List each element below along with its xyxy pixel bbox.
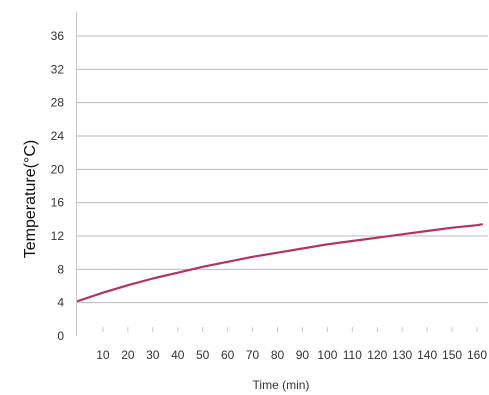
x-tick-label: 120 — [367, 348, 387, 362]
axes — [76, 12, 478, 336]
y-tick-label: 16 — [51, 196, 65, 210]
y-tick-label: 32 — [51, 62, 65, 76]
x-tick-label: 50 — [196, 348, 210, 362]
y-tick-label: 36 — [51, 29, 65, 43]
y-tick-label: 24 — [51, 129, 65, 143]
x-tick-label: 30 — [146, 348, 160, 362]
y-tick-label: 4 — [57, 296, 64, 310]
x-tick-label: 140 — [417, 348, 437, 362]
x-tick-label: 10 — [96, 348, 110, 362]
y-tick-label: 28 — [51, 96, 65, 110]
tick-labels: 0 4 8 12 16 20 24 28 32 36 10 20 30 40 50 60 70 80 90 100 11… — [51, 29, 488, 362]
x-tick-label: 80 — [271, 348, 285, 362]
series-layer — [76, 223, 484, 303]
x-tick-label: 40 — [171, 348, 185, 362]
x-tick-label: 110 — [343, 348, 362, 362]
grid-lines — [77, 35, 488, 304]
y-tick-label: 12 — [51, 229, 65, 243]
x-tick-label: 150 — [442, 348, 462, 362]
x-tick-label: 160 — [467, 348, 487, 362]
series-line — [76, 223, 484, 303]
x-tick-label: 130 — [392, 348, 412, 362]
x-tick-label: 20 — [121, 348, 135, 362]
x-tick-label: 60 — [221, 348, 235, 362]
y-tick-label: 0 — [57, 329, 64, 343]
x-tick-label: 90 — [296, 348, 310, 362]
y-tick-label: 8 — [57, 262, 64, 276]
x-axis-label: Time (min) — [253, 378, 310, 392]
y-tick-label: 20 — [51, 162, 65, 176]
y-axis-label: Temperature(°C) — [22, 140, 39, 258]
x-tick-label: 100 — [317, 348, 337, 362]
x-tick-label: 70 — [246, 348, 260, 362]
